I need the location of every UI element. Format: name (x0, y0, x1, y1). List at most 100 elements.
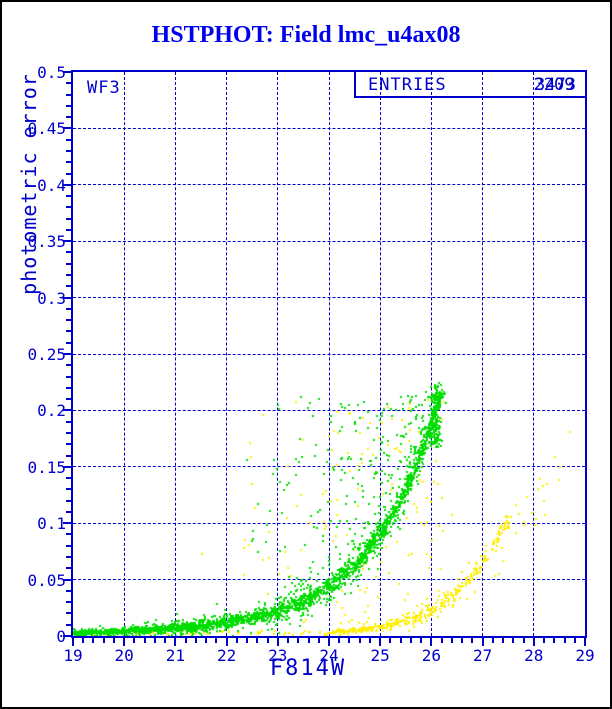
x-minor-tick (491, 638, 494, 643)
y-minor-tick (66, 533, 71, 536)
x-minor-tick (553, 638, 556, 643)
y-tick-label: 0.3 (37, 288, 66, 308)
scatter-canvas (73, 72, 585, 636)
x-minor-tick (358, 638, 361, 643)
y-major-tick (63, 127, 71, 130)
x-minor-tick (461, 638, 464, 643)
y-minor-tick (66, 420, 71, 423)
entries-legend-box: ENTRIES 3473 2209 (354, 70, 587, 98)
x-major-tick (123, 638, 126, 646)
y-major-tick (63, 635, 71, 637)
y-minor-tick (66, 431, 71, 434)
y-tick-label: 0.25 (27, 345, 66, 364)
x-minor-tick (256, 638, 259, 643)
entries-count-yellow: 2209 (533, 75, 575, 95)
x-tick-label: 29 (575, 646, 595, 665)
y-tick-label: 0.15 (27, 457, 66, 477)
y-minor-tick (66, 82, 71, 85)
y-major-tick (63, 296, 71, 299)
y-minor-tick (66, 116, 71, 119)
y-minor-tick (66, 138, 71, 141)
x-major-tick (328, 638, 330, 646)
x-minor-tick (266, 638, 269, 643)
y-minor-tick (66, 330, 71, 333)
x-minor-tick (82, 638, 85, 643)
y-major-tick (63, 578, 71, 581)
x-minor-tick (471, 638, 474, 643)
y-minor-tick (66, 612, 71, 615)
y-minor-tick (66, 386, 71, 389)
x-tick-label: 22 (216, 646, 237, 665)
x-major-tick (481, 638, 484, 646)
x-minor-tick (215, 638, 218, 643)
entries-label: ENTRIES (368, 75, 447, 95)
y-minor-tick (66, 477, 71, 480)
chip-label: WF3 (87, 78, 121, 98)
x-tick-label: 20 (114, 646, 134, 665)
y-minor-tick (66, 206, 71, 209)
y-minor-tick (66, 319, 71, 322)
x-tick-label: 27 (472, 646, 493, 665)
x-minor-tick (440, 638, 443, 643)
y-minor-tick (66, 285, 71, 288)
y-tick-label: 0.05 (27, 570, 66, 590)
x-minor-tick (502, 638, 505, 643)
y-minor-tick (66, 274, 71, 277)
x-major-tick (379, 638, 382, 646)
x-minor-tick (573, 638, 576, 643)
y-minor-tick (66, 567, 71, 570)
y-major-tick (63, 409, 71, 412)
y-minor-tick (66, 443, 71, 446)
y-minor-tick (66, 251, 71, 254)
x-minor-tick (246, 638, 249, 643)
y-minor-tick (66, 195, 71, 198)
x-major-tick (225, 638, 228, 646)
x-major-tick (430, 638, 433, 646)
y-minor-tick (66, 589, 71, 592)
x-minor-tick (368, 638, 371, 643)
y-minor-tick (66, 364, 71, 367)
x-major-tick (174, 638, 177, 646)
x-axis-title: F814W (269, 656, 347, 681)
x-minor-tick (153, 638, 156, 643)
y-minor-tick (66, 93, 71, 96)
y-tick-label: 0.45 (27, 119, 66, 139)
x-minor-tick (389, 638, 392, 643)
x-tick-label: 19 (63, 646, 83, 665)
plot-frame (71, 70, 587, 638)
x-minor-tick (563, 638, 566, 643)
y-tick-label: 0.4 (37, 175, 66, 195)
x-major-tick (532, 638, 535, 646)
x-minor-tick (338, 638, 341, 643)
x-minor-tick (420, 638, 423, 643)
y-minor-tick (66, 488, 71, 491)
x-minor-tick (307, 638, 310, 643)
x-minor-tick (235, 638, 238, 643)
x-tick-label: 23 (268, 646, 288, 665)
x-minor-tick (297, 638, 300, 643)
y-minor-tick (66, 499, 71, 502)
page-title: HSTPHOT: Field lmc_u4ax08 (151, 22, 461, 48)
x-minor-tick (92, 638, 95, 643)
x-minor-tick (205, 638, 208, 643)
x-minor-tick (112, 638, 115, 643)
x-minor-tick (194, 638, 197, 643)
y-major-tick (63, 353, 71, 355)
y-major-tick (63, 71, 71, 73)
x-tick-label: 24 (319, 646, 339, 665)
y-minor-tick (66, 341, 71, 344)
x-minor-tick (543, 638, 546, 643)
x-tick-label: 26 (421, 646, 442, 665)
x-tick-label: 25 (370, 646, 390, 665)
x-tick-label: 28 (524, 646, 544, 665)
y-minor-tick (66, 172, 71, 175)
y-minor-tick (66, 398, 71, 401)
x-minor-tick (133, 638, 136, 643)
y-minor-tick (66, 161, 71, 164)
x-minor-tick (450, 638, 453, 643)
x-major-tick (584, 638, 586, 646)
x-minor-tick (409, 638, 412, 643)
x-major-tick (72, 638, 74, 646)
y-tick-label: 0 (56, 627, 66, 646)
x-minor-tick (317, 638, 320, 643)
